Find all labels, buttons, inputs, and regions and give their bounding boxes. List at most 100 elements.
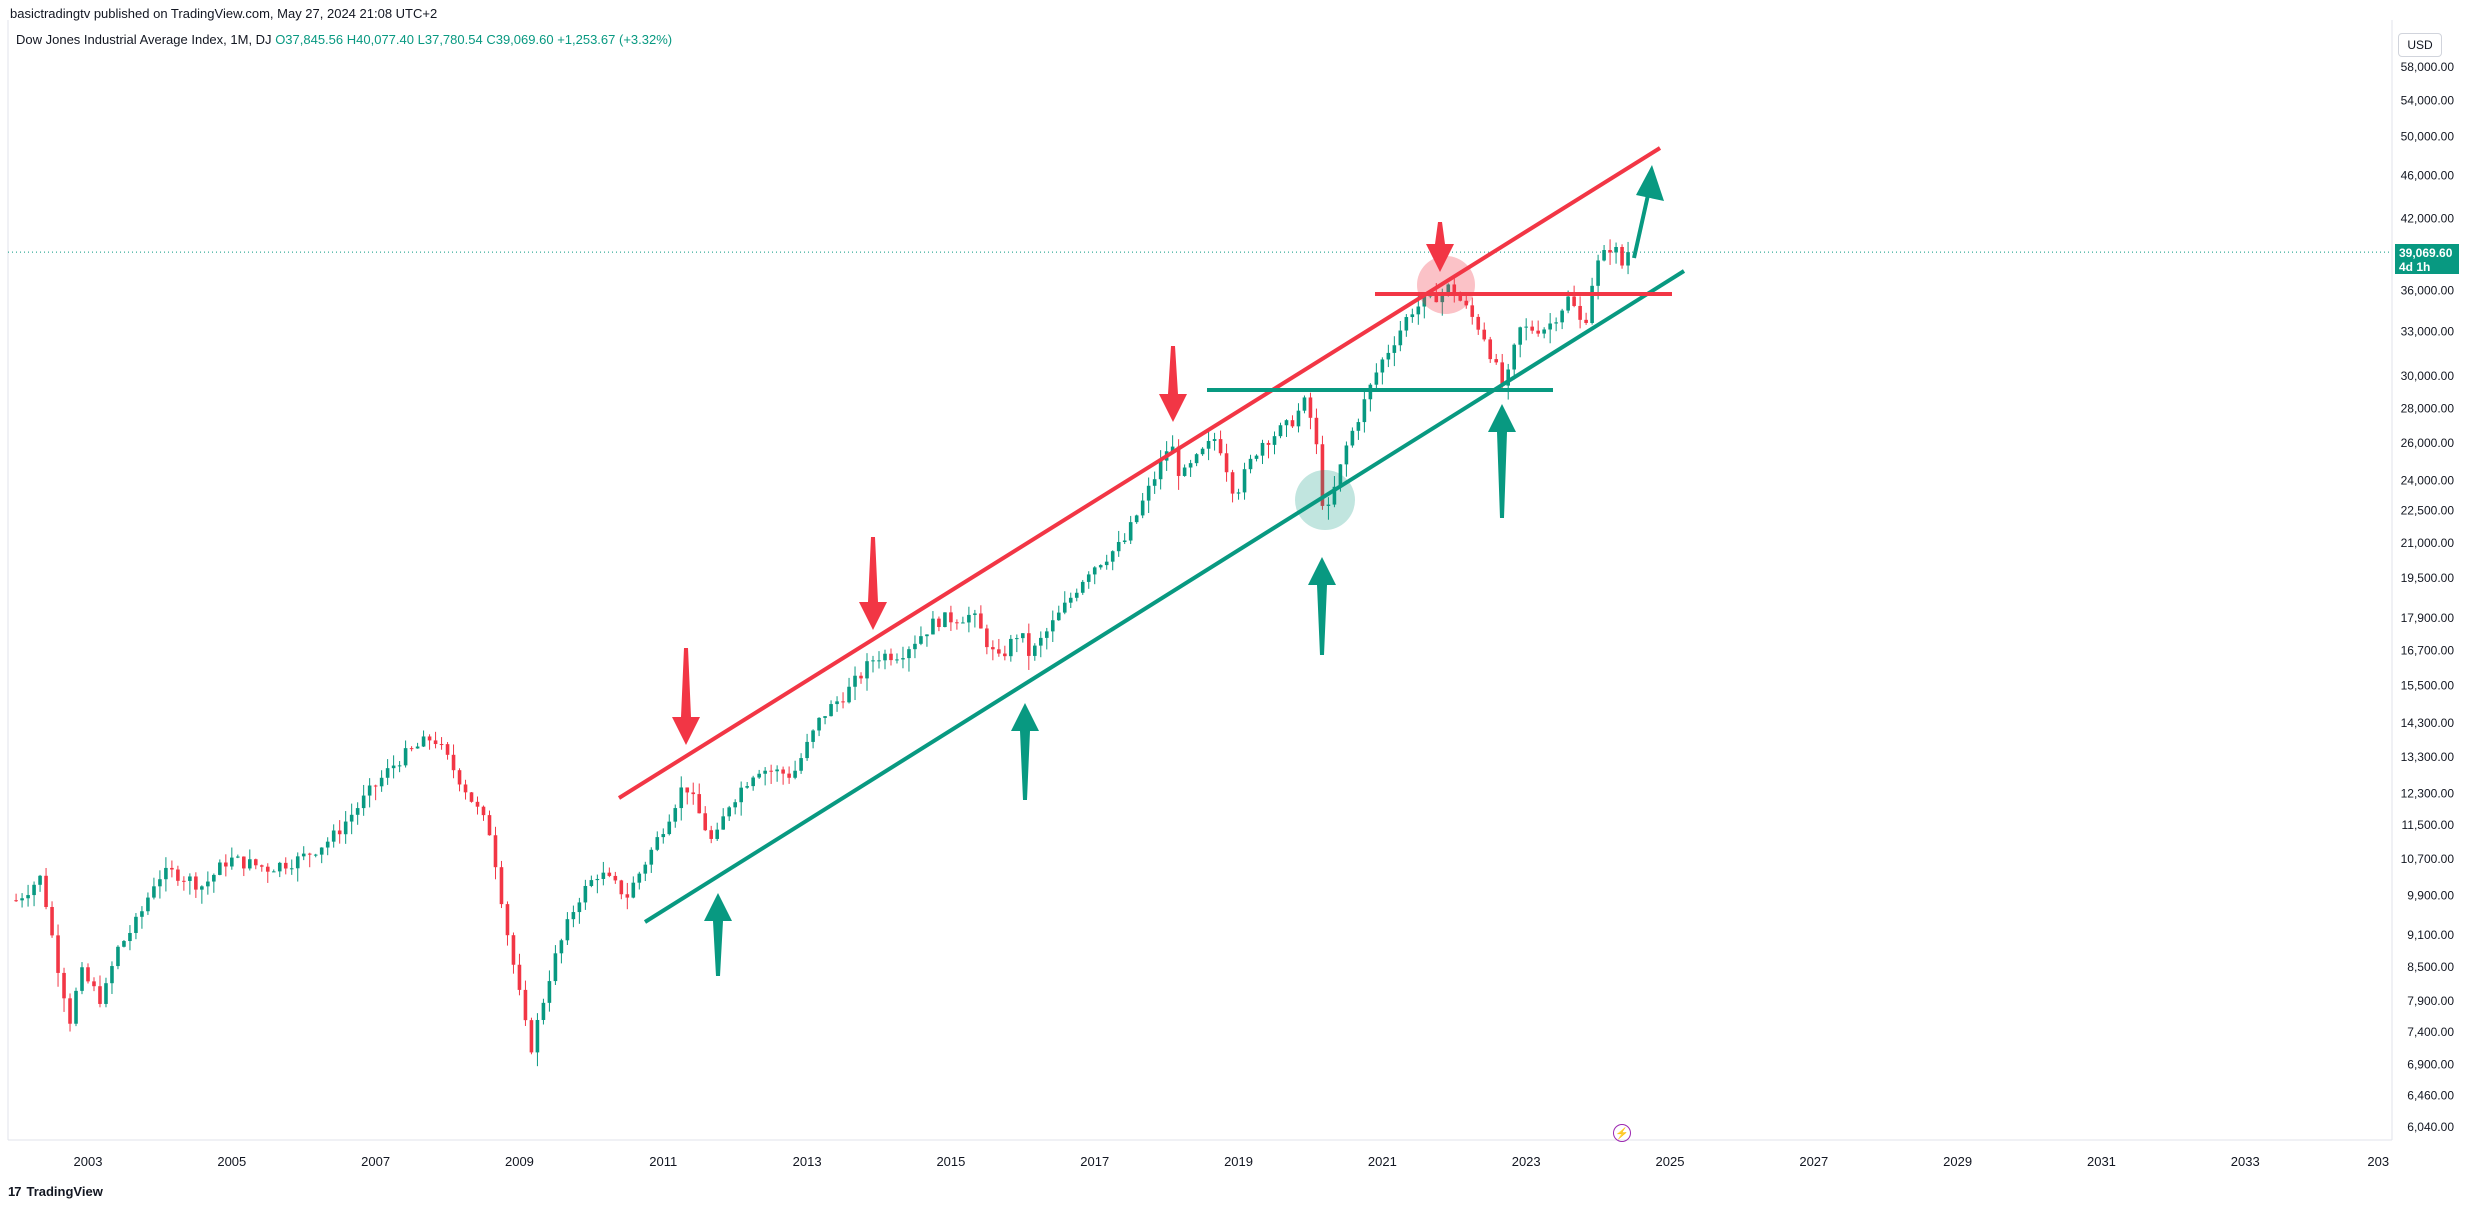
currency-selector[interactable]: USD: [2398, 33, 2442, 57]
x-tick-label: 2005: [217, 1154, 246, 1169]
candle-body: [979, 613, 983, 629]
candle-body: [1350, 430, 1355, 446]
x-tick-label: 2015: [936, 1154, 965, 1169]
support-touch-arrow-icon[interactable]: [1011, 703, 1039, 800]
candle-body: [709, 830, 714, 839]
candle-body: [230, 857, 234, 867]
y-tick-label: 6,460.00: [2407, 1088, 2454, 1102]
candle-body: [1194, 454, 1199, 464]
candle-body: [463, 784, 468, 793]
candle-body: [1146, 485, 1151, 501]
candle-body: [1038, 637, 1043, 646]
candle-body: [140, 911, 144, 917]
candle-body: [247, 859, 252, 869]
candle-body: [68, 998, 72, 1024]
candle-body: [200, 886, 204, 890]
candle-body: [535, 1019, 540, 1053]
candle-body: [823, 716, 827, 718]
candle-body: [1206, 440, 1211, 449]
candle-body: [973, 613, 977, 615]
breakout-arrow-icon[interactable]: [1636, 165, 1664, 201]
highlight-circle-bottom[interactable]: [1295, 470, 1355, 530]
candle-body: [985, 628, 989, 648]
candle-body: [1620, 246, 1624, 266]
candle-body: [667, 821, 672, 835]
candle-body: [685, 787, 690, 793]
candle-body: [445, 744, 450, 755]
candle-body: [901, 658, 905, 660]
candle-body: [1092, 567, 1097, 575]
candle-body: [997, 649, 1001, 654]
resistance-touch-arrow-icon[interactable]: [859, 537, 887, 630]
candle-body: [373, 785, 378, 787]
candle-body: [649, 849, 654, 865]
resistance-touch-arrow-icon[interactable]: [1426, 222, 1454, 272]
candle-body: [439, 744, 444, 746]
candle-body: [1464, 300, 1469, 306]
support-channel-line[interactable]: [643, 269, 1686, 924]
candle-body: [1098, 565, 1103, 568]
candle-body: [355, 808, 360, 815]
candle-body: [583, 885, 588, 903]
support-touch-arrow-icon[interactable]: [704, 893, 732, 976]
candle-body: [104, 983, 108, 1004]
candle-body: [571, 912, 576, 920]
candle-body: [919, 636, 923, 644]
candle-body: [1590, 285, 1594, 323]
candle-body: [1080, 581, 1085, 593]
candle-body: [751, 777, 755, 787]
candle-body: [1614, 246, 1618, 253]
candle-body: [152, 886, 156, 898]
resistance-touch-arrow-icon[interactable]: [1159, 346, 1187, 422]
candle-body: [1326, 504, 1331, 506]
candle-body: [871, 660, 875, 662]
candle-body: [643, 864, 648, 874]
breakout-arrow-shaft[interactable]: [1632, 194, 1650, 259]
y-tick-label: 14,300.00: [2401, 716, 2455, 730]
candle-body: [787, 773, 791, 778]
candle-body: [1044, 631, 1049, 638]
candle-body: [1524, 326, 1528, 328]
candle-body: [745, 786, 749, 788]
candle-body: [817, 717, 821, 731]
highlight-circle-top[interactable]: [1417, 256, 1475, 314]
candle-body: [523, 989, 528, 1021]
candle-body: [1272, 436, 1277, 445]
y-tick-label: 8,500.00: [2407, 960, 2454, 974]
candle-body: [224, 862, 228, 867]
tradingview-logo[interactable]: 17 TradingView: [8, 1184, 103, 1199]
y-tick-label: 6,040.00: [2407, 1120, 2454, 1134]
candle-body: [1512, 344, 1516, 370]
x-tick-label: 2021: [1368, 1154, 1397, 1169]
y-tick-label: 6,900.00: [2407, 1058, 2454, 1072]
resistance-touch-arrow-icon[interactable]: [672, 648, 700, 745]
y-tick-label: 19,500.00: [2401, 571, 2455, 585]
candle-body: [1218, 439, 1223, 454]
resistance-channel-line[interactable]: [617, 146, 1662, 800]
candle-body: [907, 649, 911, 659]
y-tick-label: 13,300.00: [2401, 750, 2455, 764]
candle-body: [1338, 464, 1343, 487]
candle-body: [505, 904, 510, 936]
candle-body: [259, 865, 264, 867]
lightning-icon[interactable]: ⚡: [1613, 1124, 1631, 1142]
candle-body: [1548, 323, 1552, 330]
candle-body: [607, 872, 612, 876]
symbol-description[interactable]: Dow Jones Industrial Average Index, 1M, …: [16, 32, 272, 47]
candle-body: [313, 854, 318, 856]
candle-body: [595, 878, 600, 881]
y-tick-label: 9,100.00: [2407, 928, 2454, 942]
x-tick-label: 2003: [74, 1154, 103, 1169]
candle-body: [271, 871, 276, 873]
support-touch-arrow-icon[interactable]: [1488, 404, 1516, 518]
candle-body: [961, 622, 965, 624]
x-tick-label: 2029: [1943, 1154, 1972, 1169]
candle-body: [1116, 541, 1121, 552]
ohlc-open: O37,845.56: [275, 32, 344, 47]
support-touch-arrow-icon[interactable]: [1308, 557, 1336, 655]
y-tick-label: 7,400.00: [2407, 1025, 2454, 1039]
candle-body: [799, 758, 803, 771]
x-tick-label: 2033: [2231, 1154, 2260, 1169]
candle-body: [80, 967, 84, 991]
